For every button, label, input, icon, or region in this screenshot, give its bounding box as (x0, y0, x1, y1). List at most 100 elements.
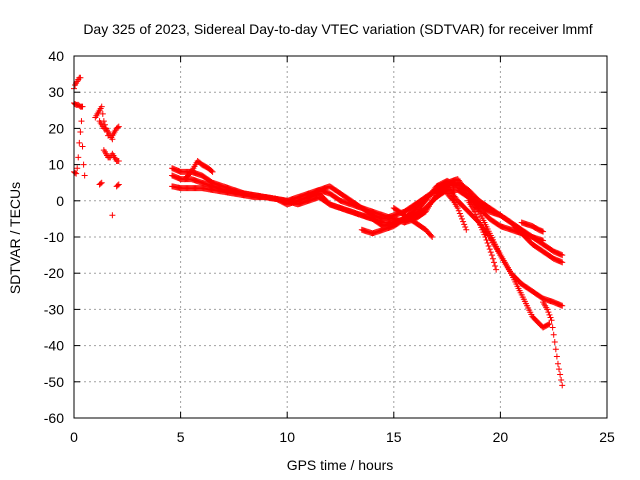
y-tick-label: 40 (48, 48, 64, 64)
data-point-s2 (559, 252, 566, 259)
data-point-s6 (485, 232, 492, 239)
data-point-s4 (208, 167, 215, 174)
series-early-i (109, 212, 116, 219)
data-point-s8 (457, 213, 464, 220)
data-point-s9 (471, 208, 478, 215)
series-s11 (518, 219, 547, 235)
data-point-early-c (77, 129, 84, 136)
series-early-g (109, 123, 122, 139)
data-point-s9 (473, 214, 480, 221)
data-point-s10 (554, 360, 561, 367)
data-point-early-f (115, 157, 122, 164)
data-point-s9 (484, 240, 491, 247)
data-point-s9 (485, 243, 492, 250)
data-point-s9 (487, 249, 494, 256)
data-point-early-d (98, 103, 105, 110)
data-point-s9 (475, 216, 482, 223)
data-point-s9 (486, 246, 493, 253)
data-point-early-d (99, 110, 106, 117)
data-point-early-c (79, 143, 86, 150)
series-early-h (96, 179, 105, 188)
series-s8 (444, 190, 470, 233)
data-point-s8 (449, 196, 456, 203)
data-point-s9 (483, 237, 490, 244)
data-point-s8 (461, 221, 468, 228)
data-point-s6 (546, 320, 553, 327)
data-point-early-c (74, 165, 81, 172)
data-point-early-i (109, 212, 116, 219)
data-point-early-c (81, 172, 88, 179)
chart-title: Day 325 of 2023, Sidereal Day-to-day VTE… (83, 21, 592, 37)
x-tick-label: 25 (599, 429, 615, 445)
x-tick-label: 15 (386, 429, 402, 445)
data-point-early-c (75, 154, 82, 161)
series-early-j (113, 181, 122, 190)
data-point-early-c (78, 118, 85, 125)
data-point-early-h (97, 180, 104, 187)
data-point-early-h (98, 179, 105, 186)
y-tick-label: -20 (44, 265, 64, 281)
data-point-s10 (547, 314, 554, 321)
data-point-s7 (428, 232, 435, 239)
data-point-s9 (488, 252, 495, 259)
data-point-early-c (72, 169, 79, 176)
data-point-s4 (187, 170, 194, 177)
data-point-s10 (552, 346, 559, 353)
y-tick-label: 10 (48, 157, 64, 173)
y-tick-label: -10 (44, 229, 64, 245)
y-tick-label: -60 (44, 410, 64, 426)
data-point-s8 (463, 226, 470, 233)
data-point-s8 (460, 218, 467, 225)
data-point-s6 (545, 321, 552, 328)
x-tick-label: 10 (279, 429, 295, 445)
data-point-s9 (482, 234, 489, 240)
series-s7 (390, 205, 436, 240)
y-tick-label: -40 (44, 338, 64, 354)
data-point-s8 (455, 207, 462, 214)
x-tick-label: 5 (177, 429, 185, 445)
data-point-s10 (548, 317, 555, 324)
y-tick-label: -30 (44, 301, 64, 317)
data-point-s10 (544, 306, 551, 313)
data-point-s10 (557, 371, 564, 378)
data-point-s10 (558, 376, 565, 383)
x-axis-label: GPS time / hours (287, 457, 394, 473)
data-point-s10 (553, 353, 560, 360)
series-s6 (358, 183, 553, 331)
data-point-s9 (491, 259, 498, 266)
tick-labels: 0 5 10 15 20 25 -60 -50 -40 -30 -20 -10 0 10 20 30 40 (44, 48, 615, 445)
data-point-early-c (76, 139, 83, 146)
y-tick-label: -50 (44, 374, 64, 390)
data-point-s10 (551, 338, 558, 345)
data-point-s4 (209, 168, 216, 175)
y-tick-label: 30 (48, 84, 64, 100)
data-point-s9 (492, 262, 499, 269)
data-point-early-g (114, 124, 121, 131)
y-axis-label: SDTVAR / TECUs (7, 182, 23, 294)
data-point-early-c (80, 161, 87, 168)
x-tick-label: 0 (70, 429, 78, 445)
data-point-s11 (540, 228, 547, 235)
data-point-early-j (115, 181, 122, 188)
data-point-early-a (77, 74, 84, 81)
data-point-s8 (456, 210, 463, 217)
series-s9 (465, 197, 500, 273)
data-point-s7 (429, 234, 436, 240)
data-point-s1 (559, 302, 566, 309)
data-point-s10 (549, 324, 556, 331)
data-point-early-b (79, 103, 86, 110)
plot-frame (73, 55, 608, 419)
data-point-s8 (459, 215, 466, 222)
data-point-s5 (540, 237, 547, 244)
data-point-s10 (556, 366, 563, 373)
y-tick-label: 20 (48, 120, 64, 136)
data-point-s9 (472, 211, 479, 218)
series-early-f (100, 147, 122, 164)
data-points (71, 74, 566, 389)
series-s4 (181, 157, 216, 183)
series-s10 (540, 299, 566, 389)
data-point-early-j (114, 182, 121, 189)
data-point-early-g (115, 123, 122, 130)
data-point-s10 (546, 311, 553, 318)
